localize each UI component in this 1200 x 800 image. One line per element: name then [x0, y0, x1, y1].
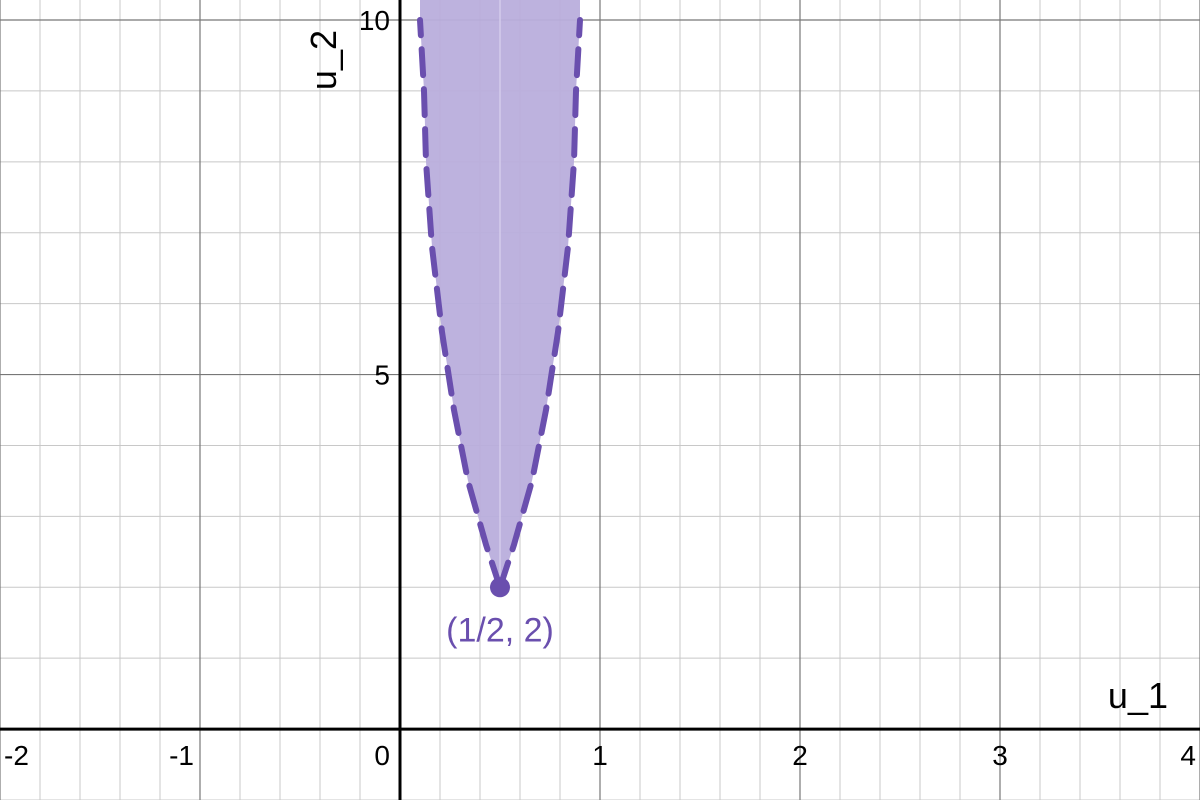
- x-tick-label: 4: [1180, 740, 1196, 771]
- point-markers: (1/2, 2): [446, 577, 554, 649]
- y-tick-label: 5: [374, 360, 390, 391]
- x-tick-label: 2: [792, 740, 808, 771]
- left-boundary-curve: [417, 17, 503, 591]
- tick-labels: -2 -1 0 1 2 3 4 5 10: [4, 5, 1196, 771]
- x-axis-label: u_1: [1108, 675, 1168, 716]
- right-boundary-curve: [497, 17, 583, 591]
- x-tick-label: 0: [374, 740, 390, 771]
- point-label: (1/2, 2): [446, 611, 554, 649]
- y-tick-label: 10: [359, 5, 390, 36]
- point-marker: [490, 577, 510, 598]
- x-tick-label: 3: [992, 740, 1008, 771]
- x-tick-label: -2: [4, 740, 29, 771]
- y-axis-label: u_2: [303, 30, 344, 90]
- x-tick-label: 1: [592, 740, 608, 771]
- x-tick-label: -1: [169, 740, 194, 771]
